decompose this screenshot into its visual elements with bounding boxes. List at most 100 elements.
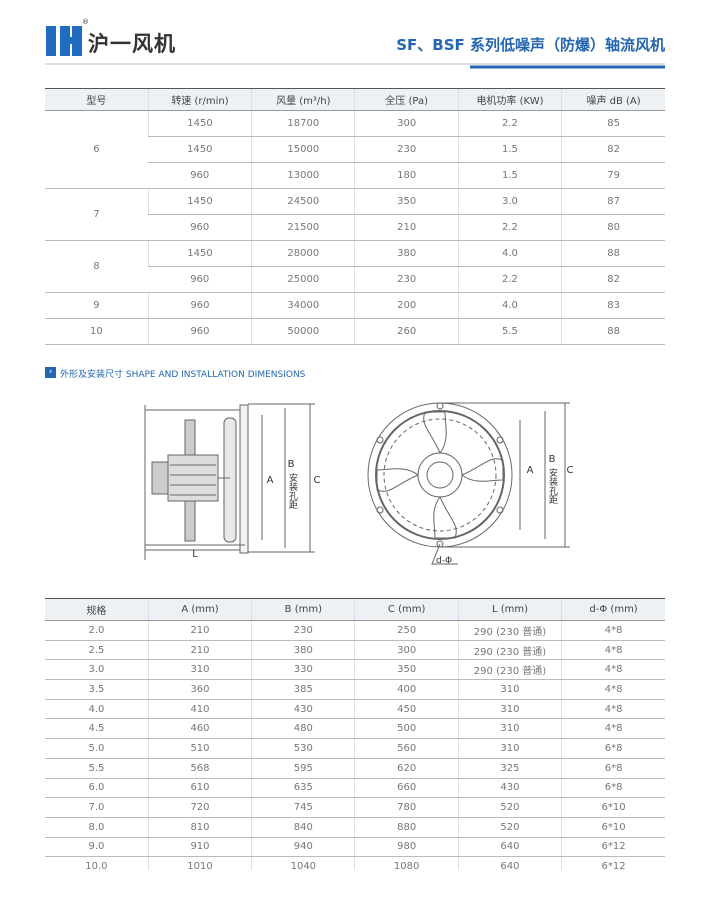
table-cell: 4*8 <box>561 699 665 720</box>
table-cell: 82 <box>561 136 665 163</box>
table-cell: 780 <box>354 797 459 818</box>
table-cell: 350 <box>354 659 459 681</box>
section-title: 外形及安装尺寸 SHAPE AND INSTALLATION DIMENSION… <box>60 370 306 380</box>
table-cell: 79 <box>561 162 665 189</box>
table-cell: 1010 <box>147 856 252 870</box>
table-row: 1450 15000 230 1.5 82 <box>45 136 665 163</box>
column-header: 电机功率 (KW) <box>457 88 562 111</box>
table-cell: 290 (230 普通) <box>457 640 562 661</box>
table-cell: 210 <box>147 620 252 641</box>
table-cell: 300 <box>354 640 459 661</box>
dim-label: B <box>288 459 295 470</box>
logo-mark: ® <box>82 18 89 26</box>
table-cell: 1.5 <box>457 162 562 189</box>
dim-note: 安装孔距 <box>547 467 558 504</box>
table-cell: 410 <box>147 699 252 720</box>
table-row: 6.0 610 635 660 430 6*8 <box>45 778 665 799</box>
table-cell: 7.0 <box>45 797 149 818</box>
logo-text: 沪一风机 <box>88 32 176 56</box>
table-cell: 960 <box>148 162 252 189</box>
table-row: 4.5 460 480 500 310 4*8 <box>45 718 665 740</box>
table-cell: 85 <box>561 110 665 137</box>
dim-label: C <box>314 475 321 486</box>
table-cell: 230 <box>251 620 355 641</box>
front-view <box>367 402 570 565</box>
table-cell: 9.0 <box>45 837 149 858</box>
dim-label: d-Φ <box>436 556 452 566</box>
table-cell: 385 <box>251 679 355 700</box>
table-cell: 4.0 <box>457 240 562 267</box>
table-row: 10 960 50000 260 5.5 88 <box>45 318 665 345</box>
table-row: 9 960 34000 200 4.0 83 <box>45 292 665 319</box>
table-cell: 460 <box>147 718 252 740</box>
dimension-table: 规格 A (mm) B (mm) C (mm) L (mm) d-Φ (mm) 2.0 210… <box>45 598 665 870</box>
model-cell: 6 <box>45 110 149 189</box>
table-row: 10.0 1010 1040 1080 640 6*12 <box>45 856 665 870</box>
table-row: 4.0 410 430 450 310 4*8 <box>45 699 665 720</box>
table-cell: 24500 <box>251 188 355 215</box>
table-row: 960 13000 180 1.5 79 <box>45 162 665 189</box>
table-cell: 3.5 <box>45 679 149 700</box>
table-row: 3.0 310 330 350 290 (230 普通) 4*8 <box>45 659 665 681</box>
table-cell: 530 <box>251 738 355 759</box>
table-cell: 380 <box>354 240 459 267</box>
logo-icon <box>46 26 82 56</box>
table-cell: 510 <box>147 738 252 759</box>
table-cell: 6*10 <box>561 797 665 818</box>
table-cell: 1450 <box>147 240 252 267</box>
table-clip: 规格 A (mm) B (mm) C (mm) L (mm) d-Φ (mm) 2.0 210… <box>45 598 665 870</box>
column-header: 全压 (Pa) <box>354 88 459 111</box>
model-cell: 10 <box>45 318 149 345</box>
table-cell: 8.0 <box>45 817 149 838</box>
table-cell: 200 <box>354 292 459 319</box>
column-header: 噪声 dB (A) <box>561 88 665 111</box>
table-cell: 6*10 <box>561 817 665 838</box>
table-cell: 1450 <box>147 110 252 137</box>
table-cell: 230 <box>354 136 459 163</box>
table-cell: 4*8 <box>561 640 665 661</box>
table-cell: 960 <box>147 292 252 319</box>
table-cell: 960 <box>147 318 252 345</box>
model-cell: 8 <box>45 240 149 293</box>
table-cell: 88 <box>561 240 665 267</box>
page-title: SF、BSF 系列低噪声（防爆）轴流风机 <box>396 36 665 54</box>
table-cell: 745 <box>251 797 355 818</box>
table-cell: 4.0 <box>457 292 562 319</box>
table-cell: 88 <box>561 318 665 345</box>
table-cell: 300 <box>354 110 459 137</box>
table-cell: 230 <box>354 266 459 293</box>
table-cell: 910 <box>147 837 252 858</box>
table-cell: 10.0 <box>45 856 149 870</box>
table-row: 5.0 510 530 560 310 6*8 <box>45 738 665 759</box>
table-cell: 620 <box>354 758 459 779</box>
table-cell: 3.0 <box>457 188 562 215</box>
table-cell: 330 <box>251 659 355 681</box>
table-cell: 400 <box>354 679 459 700</box>
table-cell: 1040 <box>251 856 355 870</box>
table-cell: 430 <box>457 778 562 799</box>
table-cell: 350 <box>354 188 459 215</box>
table-row: 2.0 210 230 250 290 (230 普通) 4*8 <box>45 620 665 641</box>
table-cell: 430 <box>251 699 355 720</box>
table-cell: 210 <box>354 214 459 241</box>
table-cell: 660 <box>354 778 459 799</box>
table-cell: 50000 <box>251 318 355 345</box>
table-cell: 28000 <box>251 240 355 267</box>
table-cell: 1.5 <box>457 136 562 163</box>
table-cell: 210 <box>147 640 252 661</box>
column-header: 风量 (m³/h) <box>251 88 355 111</box>
column-header: 规格 <box>45 598 149 621</box>
table-cell: 83 <box>561 292 665 319</box>
table-cell: 500 <box>354 718 459 740</box>
table-cell: 380 <box>251 640 355 661</box>
table-cell: 360 <box>147 679 252 700</box>
dim-note: 安装孔距 <box>287 472 298 509</box>
table-cell: 25000 <box>251 266 355 293</box>
table-cell: 4.5 <box>45 718 149 740</box>
table-row: 960 25000 230 2.2 82 <box>45 266 665 293</box>
table-cell: 18700 <box>251 110 355 137</box>
table-cell: 260 <box>354 318 459 345</box>
table-cell: 2.5 <box>45 640 149 661</box>
